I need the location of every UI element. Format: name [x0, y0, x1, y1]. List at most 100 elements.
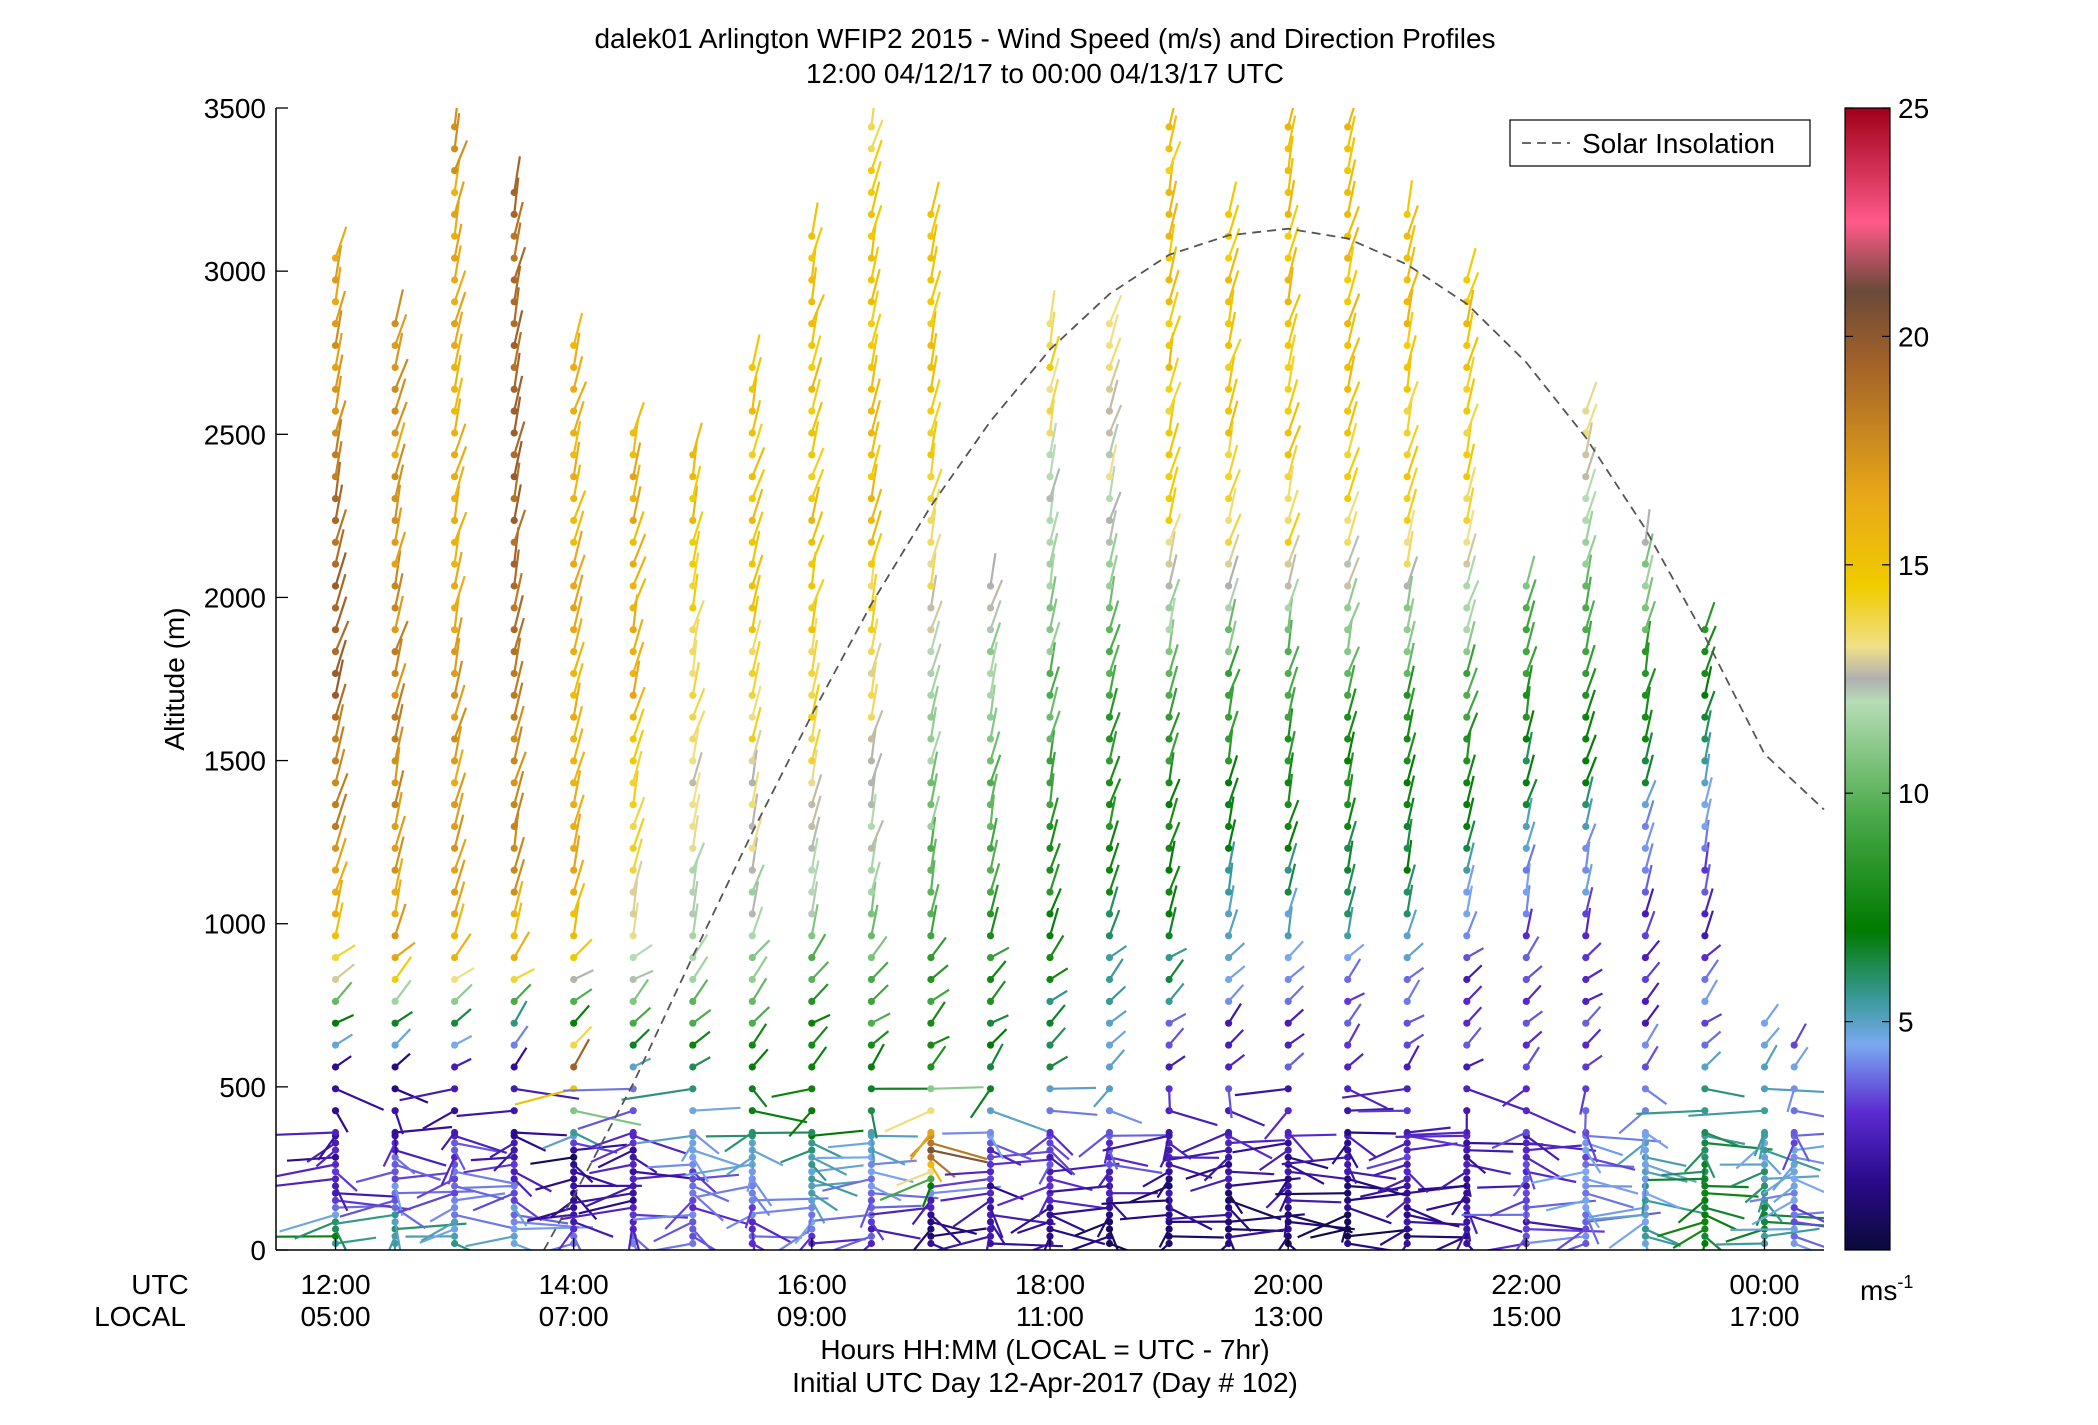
- wind-barb-dot: [1344, 713, 1352, 721]
- wind-barb: [751, 356, 762, 390]
- wind-barb: [1108, 423, 1119, 456]
- wind-barb: [465, 1235, 515, 1248]
- wind-barb-dot: [510, 1204, 518, 1212]
- wind-barb-dot: [331, 385, 340, 393]
- wind-barb-dot: [391, 888, 399, 896]
- wind-barb: [1048, 773, 1055, 805]
- wind-barb: [399, 1087, 455, 1102]
- wind-barb-dot: [1344, 1085, 1352, 1093]
- wind-barb-dot: [1701, 954, 1709, 962]
- wind-barb: [394, 1125, 453, 1134]
- wind-barb: [394, 443, 406, 478]
- wind-barb-dot: [748, 385, 756, 393]
- wind-barb-dot: [510, 429, 518, 437]
- wind-barb-dot: [748, 801, 756, 809]
- wind-barb: [1677, 1199, 1706, 1224]
- wind-barb-dot: [986, 1189, 995, 1197]
- wind-barb-dot: [986, 997, 995, 1006]
- wind-barb: [1049, 934, 1065, 959]
- wind-barb: [394, 332, 404, 368]
- wind-barb: [513, 310, 524, 346]
- wind-barb: [1227, 645, 1240, 674]
- wind-barb: [1703, 864, 1711, 893]
- wind-barb-dot: [748, 451, 756, 459]
- wind-barb-dot: [1582, 735, 1590, 743]
- wind-barb-dot: [1105, 648, 1114, 656]
- wind-barb-dot: [1522, 997, 1530, 1006]
- wind-barb-dot: [1165, 560, 1173, 568]
- wind-barb-dot: [1760, 1107, 1769, 1115]
- wind-barb: [929, 224, 938, 259]
- wind-barb-dot: [1344, 735, 1352, 743]
- wind-barb-dot: [629, 1239, 637, 1248]
- wind-barb: [1048, 686, 1059, 718]
- wind-barb-dot: [1522, 975, 1530, 984]
- wind-barb-dot: [451, 1239, 459, 1248]
- wind-barb-dot: [629, 1019, 637, 1027]
- wind-barb: [1287, 863, 1297, 893]
- wind-barb: [339, 1199, 396, 1218]
- wind-barb-dot: [1344, 954, 1352, 962]
- wind-barb-dot: [808, 932, 816, 940]
- wind-barb: [869, 1206, 932, 1216]
- wind-barb: [1406, 687, 1416, 718]
- wind-barb: [1108, 532, 1118, 565]
- wind-barb: [691, 979, 709, 1003]
- wind-barb: [1227, 444, 1239, 477]
- wind-barb-dot: [927, 822, 935, 831]
- wind-barb-dot: [867, 822, 876, 831]
- wind-barb: [632, 464, 641, 499]
- wind-barb: [454, 1242, 473, 1250]
- wind-barb: [456, 1109, 515, 1118]
- wind-barb: [1277, 1235, 1290, 1250]
- wind-barb-dot: [1403, 429, 1411, 437]
- wind-barb: [1287, 773, 1293, 805]
- wind-barb-dot: [331, 473, 340, 481]
- wind-barb: [751, 706, 762, 740]
- wind-barb: [870, 793, 877, 827]
- wind-barb-dot: [1225, 669, 1233, 678]
- wind-barb-dot: [927, 669, 935, 678]
- wind-barb: [1275, 1192, 1348, 1196]
- wind-barb: [1287, 115, 1297, 150]
- wind-barb-dot: [1582, 648, 1590, 656]
- wind-barb: [572, 813, 582, 849]
- wind-barb-dot: [867, 888, 876, 896]
- wind-barb: [1346, 159, 1357, 193]
- wind-barb: [1501, 1087, 1527, 1108]
- wind-barb-dot: [629, 735, 637, 743]
- wind-barb: [1108, 842, 1120, 871]
- wind-barb: [1101, 1199, 1170, 1205]
- wind-barb-dot: [1641, 757, 1649, 765]
- wind-barb-dot: [451, 188, 459, 197]
- wind-barb-dot: [689, 910, 697, 918]
- wind-barb-dot: [748, 1063, 756, 1071]
- wind-barb-dot: [927, 1211, 935, 1219]
- wind-barb-dot: [1701, 910, 1709, 918]
- wind-barb: [1347, 1087, 1388, 1110]
- wind-barb: [691, 815, 699, 849]
- wind-barb-dot: [1344, 1239, 1352, 1248]
- wind-barb: [334, 552, 347, 587]
- wind-barb-dot: [1582, 1196, 1590, 1204]
- wind-barb-dot: [629, 669, 637, 678]
- wind-barb-dot: [570, 648, 578, 656]
- wind-barb: [705, 1134, 753, 1138]
- wind-barb-dot: [689, 822, 697, 831]
- wind-barb-dot: [451, 254, 459, 262]
- wind-barb: [572, 1235, 582, 1250]
- wind-barb-dot: [748, 1085, 756, 1093]
- wind-barb-dot: [1641, 560, 1649, 568]
- wind-barb-dot: [510, 713, 518, 721]
- wind-barb-dot: [1790, 1107, 1798, 1115]
- wind-barb-dot: [867, 1160, 876, 1169]
- wind-barb-dot: [1641, 1232, 1649, 1240]
- wind-barb-dot: [1760, 1182, 1769, 1190]
- wind-barb: [1716, 1242, 1765, 1246]
- wind-barb: [1406, 289, 1414, 324]
- wind-barb: [394, 484, 402, 521]
- wind-barb: [1048, 819, 1059, 849]
- wind-barb-dot: [1165, 954, 1173, 962]
- wind-barb-dot: [986, 691, 995, 699]
- wind-barb-dot: [808, 495, 816, 503]
